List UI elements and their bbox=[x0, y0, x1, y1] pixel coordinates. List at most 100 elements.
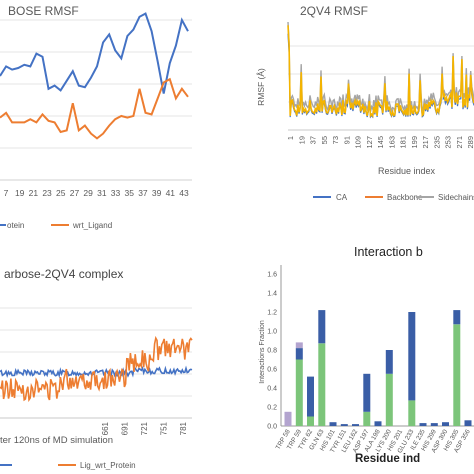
panel2-x-tick-label: 271 bbox=[455, 136, 464, 149]
panel-complex-rmsd: arbose-2QV4 complex 661 691 721 751 781 ter … bbox=[0, 267, 193, 470]
panel3-x-tick-labels: 661 691 721 751 781 bbox=[101, 421, 188, 435]
panel3-x-label: ter 120ns of MD simulation bbox=[0, 435, 113, 446]
panel2-series-line-backbone bbox=[287, 25, 474, 119]
panel1-series-line-1 bbox=[0, 77, 189, 140]
panel4-bar-segment bbox=[363, 373, 371, 412]
panel-ligand-rmsf: BOSE RMSF 7 19 21 23 25 27 29 31 33 35 37 39 41 43 ot… bbox=[0, 4, 192, 230]
panel2-y-label: RMSF (Å) bbox=[256, 68, 266, 106]
panel2-x-tick-label: 37 bbox=[309, 136, 318, 144]
panel1-series bbox=[0, 12, 189, 140]
panel1-x-tick-label: 33 bbox=[111, 188, 121, 198]
panel3-legend: Lig_wrt_Protein bbox=[0, 461, 136, 470]
panel4-bars bbox=[284, 310, 472, 427]
panel3-x-tick-label: 661 bbox=[101, 421, 110, 435]
panel2-x-label: Residue index bbox=[378, 166, 436, 176]
panel4-bar-segment bbox=[385, 373, 393, 427]
panel4-bar-segment bbox=[419, 423, 427, 426]
panel1-x-tick-label: 27 bbox=[70, 188, 80, 198]
panel-interactions: Interaction b Interactions Fraction 0.00… bbox=[259, 245, 474, 465]
panel1-x-tick-label: 37 bbox=[138, 188, 148, 198]
panel2-x-tick-label: 163 bbox=[387, 136, 396, 149]
panel4-bar-segment bbox=[352, 424, 359, 426]
panel4-y-tick-label: 1.0 bbox=[267, 329, 277, 336]
panel4-bar-segment bbox=[307, 416, 314, 426]
panel4-bar-segment bbox=[318, 310, 326, 344]
panel2-legend-sidechains: Sidechains bbox=[438, 193, 474, 202]
panel2-legend: CA Backbone Sidechains bbox=[313, 193, 474, 202]
panel2-x-tick-label: 145 bbox=[376, 136, 385, 149]
panel1-x-tick-label: 23 bbox=[42, 188, 52, 198]
panel4-bar-segment bbox=[295, 348, 303, 360]
panel2-title: 2QV4 RMSF bbox=[300, 4, 368, 18]
panel4-bar-segment bbox=[295, 359, 303, 426]
panel3-x-tick-label: 751 bbox=[160, 421, 169, 435]
panel1-x-tick-label: 43 bbox=[179, 188, 189, 198]
panel2-x-tick-label: 289 bbox=[466, 136, 474, 149]
panel4-bar-segment bbox=[453, 310, 461, 325]
panel4-y-tick-label: 0.8 bbox=[267, 348, 277, 355]
panel4-bar-segment bbox=[329, 422, 337, 426]
panel2-x-tick-label: 109 bbox=[354, 136, 363, 149]
panel2-x-tick-label: 1 bbox=[286, 136, 295, 140]
panel1-legend-protein: otein bbox=[7, 221, 24, 230]
panel1-legend: otein wrt_Ligand bbox=[0, 221, 112, 230]
panel3-x-tick-label: 781 bbox=[179, 421, 188, 435]
panel1-x-tick-labels: 7 19 21 23 25 27 29 31 33 35 37 39 41 43 bbox=[4, 188, 189, 198]
panel2-x-tick-label: 253 bbox=[444, 136, 453, 149]
panel1-x-tick-label: 25 bbox=[56, 188, 66, 198]
panel4-bar-segment bbox=[430, 423, 438, 426]
panel2-x-tick-labels: 1 19 37 55 73 91 109 127 145 163 181 199 217 235 253 27… bbox=[286, 136, 474, 149]
panel2-x-tick-label: 55 bbox=[320, 136, 329, 144]
panel1-x-tick-label: 31 bbox=[97, 188, 107, 198]
panel4-bar-segment bbox=[340, 424, 348, 426]
panel4-bar-segment bbox=[442, 422, 449, 426]
panel4-y-tick-label: 1.4 bbox=[267, 291, 277, 298]
panel1-gridlines bbox=[0, 19, 192, 149]
panel4-bar-segment bbox=[464, 420, 472, 426]
panel4-bar-segment bbox=[408, 400, 416, 427]
panel2-legend-backbone: Backbone bbox=[387, 193, 423, 202]
panel3-x-tick-label: 721 bbox=[140, 421, 149, 435]
panel3-series-line-protein bbox=[0, 365, 193, 379]
panel4-bar-segment bbox=[385, 350, 393, 374]
panel4-bar-segment bbox=[318, 343, 326, 426]
panel3-series bbox=[0, 335, 193, 403]
panel4-x-label: Residue ind bbox=[355, 453, 420, 465]
panel2-x-tick-label: 19 bbox=[297, 136, 306, 144]
panel4-y-tick-label: 0.2 bbox=[267, 405, 277, 412]
panel3-title: arbose-2QV4 complex bbox=[4, 267, 123, 281]
panel4-bar-segment bbox=[363, 411, 371, 426]
panel4-y-tick-label: 1.2 bbox=[267, 310, 277, 317]
panel4-y-tick-labels: 0.0 0.2 0.4 0.6 0.8 1.0 1.2 1.4 1.6 bbox=[267, 272, 277, 431]
panel2-x-tick-label: 199 bbox=[410, 136, 419, 149]
panel2-x-tick-label: 127 bbox=[365, 136, 374, 149]
panel4-y-tick-label: 0.6 bbox=[267, 367, 277, 374]
panel1-title: BOSE RMSF bbox=[8, 4, 79, 18]
panel4-bar-segment bbox=[307, 376, 314, 417]
panel1-x-tick-label: 7 bbox=[4, 188, 9, 198]
panel2-x-tick-label: 73 bbox=[331, 136, 340, 144]
panel4-y-tick-label: 0.0 bbox=[267, 424, 277, 431]
panel1-x-tick-label: 41 bbox=[166, 188, 176, 198]
panel4-bar-segment bbox=[408, 312, 416, 401]
panel1-x-tick-label: 21 bbox=[29, 188, 39, 198]
panel2-x-tick-label: 217 bbox=[421, 136, 430, 149]
panel2-x-tick-label: 181 bbox=[399, 136, 408, 149]
panel4-bar-segment bbox=[453, 324, 461, 426]
panel3-series-line-ligand bbox=[0, 335, 193, 403]
panel3-legend-ligand: Lig_wrt_Protein bbox=[80, 461, 136, 470]
panel4-y-label: Interactions Fraction bbox=[259, 320, 266, 384]
panel4-y-tick-label: 1.6 bbox=[267, 272, 277, 279]
panel1-x-tick-label: 39 bbox=[152, 188, 162, 198]
panel1-legend-ligand: wrt_Ligand bbox=[72, 221, 112, 230]
panel3-x-tick-label: 691 bbox=[121, 421, 130, 435]
panel2-legend-ca: CA bbox=[336, 193, 348, 202]
panel4-y-tick-label: 0.4 bbox=[267, 386, 277, 393]
panel4-title: Interaction b bbox=[354, 245, 423, 259]
panel4-bar-segment bbox=[374, 421, 382, 427]
panel4-bar-segment bbox=[284, 411, 292, 426]
panel2-x-tick-label: 91 bbox=[342, 136, 351, 144]
panel2-series bbox=[287, 21, 474, 119]
